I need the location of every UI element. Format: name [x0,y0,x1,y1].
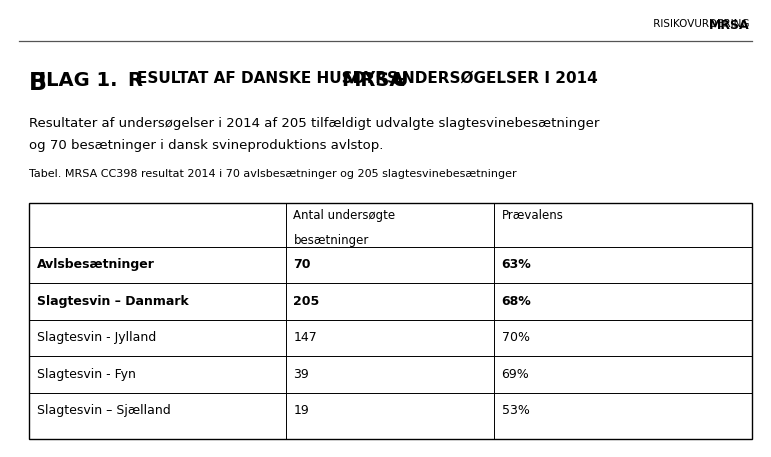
Text: Slagtesvin – Sjælland: Slagtesvin – Sjælland [37,404,170,417]
Text: Slagtesvin - Jylland: Slagtesvin - Jylland [37,331,157,344]
Text: 68%: 68% [501,295,531,308]
Text: NDERSØGELSER I 2014: NDERSØGELSER I 2014 [402,71,598,86]
Text: 53%: 53% [501,404,530,417]
Text: ILAG 1.: ILAG 1. [39,71,118,90]
Text: ESULTAT AF DANSKE HUSDYRS-: ESULTAT AF DANSKE HUSDYRS- [137,71,405,86]
Text: Slagtesvin – Danmark: Slagtesvin – Danmark [37,295,189,308]
Text: 39: 39 [294,368,309,381]
FancyBboxPatch shape [29,203,752,439]
Text: 70%: 70% [501,331,530,344]
Text: Antal undersøgte: Antal undersøgte [294,209,396,222]
Text: RISIKOVURDERING: RISIKOVURDERING [624,19,749,29]
Text: Slagtesvin - Fyn: Slagtesvin - Fyn [37,368,136,381]
Text: MRSA: MRSA [342,71,405,90]
Text: Avlsbesætninger: Avlsbesætninger [37,258,155,271]
Text: 205: 205 [294,295,320,308]
Text: Resultater af undersøgelser i 2014 af 205 tilfældigt udvalgte slagtesvinebesætni: Resultater af undersøgelser i 2014 af 20… [29,117,600,129]
Text: 69%: 69% [501,368,529,381]
Text: 19: 19 [294,404,309,417]
Text: besætninger: besætninger [294,234,369,247]
Text: R: R [127,71,142,90]
Text: Prævalens: Prævalens [501,209,564,222]
Text: B: B [29,71,47,95]
Text: 70: 70 [294,258,311,271]
Text: og 70 besætninger i dansk svineproduktions avlstop.: og 70 besætninger i dansk svineproduktio… [29,139,384,152]
Text: 63%: 63% [501,258,531,271]
Text: U: U [386,71,408,90]
Text: MRSA: MRSA [709,19,749,32]
Text: Tabel. MRSA CC398 resultat 2014 i 70 avlsbesætninger og 205 slagtesvinebesætning: Tabel. MRSA CC398 resultat 2014 i 70 avl… [29,169,517,179]
Text: 147: 147 [294,331,317,344]
